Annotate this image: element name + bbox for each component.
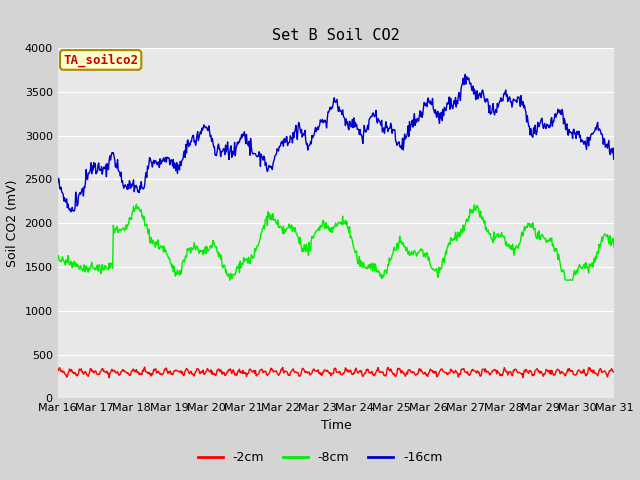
X-axis label: Time: Time bbox=[321, 419, 351, 432]
Title: Set B Soil CO2: Set B Soil CO2 bbox=[272, 28, 400, 43]
Text: TA_soilco2: TA_soilco2 bbox=[63, 53, 138, 67]
Legend: -2cm, -8cm, -16cm: -2cm, -8cm, -16cm bbox=[193, 446, 447, 469]
Y-axis label: Soil CO2 (mV): Soil CO2 (mV) bbox=[6, 180, 19, 267]
